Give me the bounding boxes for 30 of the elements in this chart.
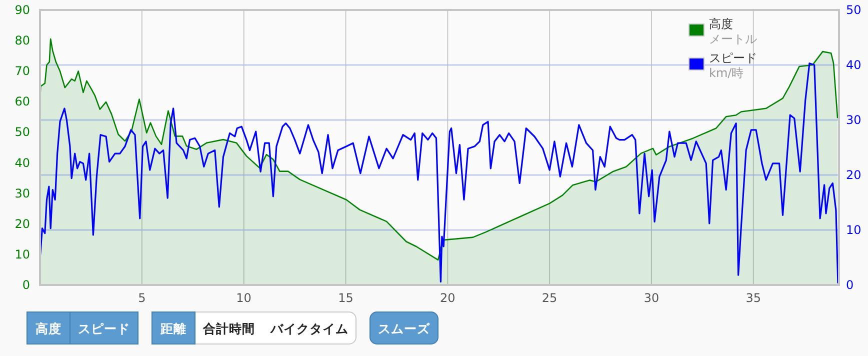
button-group: スムーズ [370,312,438,344]
y2-tick-label: 10 [846,223,862,237]
y2-tick-label: 30 [846,113,862,127]
annotation: メートル [709,32,757,46]
y-tick-label: 50 [14,125,30,140]
x-tick-label: 30 [644,291,660,305]
annotation: km/時 [709,66,744,80]
y-tick-label: 80 [14,34,30,48]
legend-label: スピード [709,51,757,65]
y-tick-label: 10 [14,247,30,262]
x-tick-label: 10 [236,291,252,305]
x-tick-label: 20 [440,291,456,305]
x-tick-label: 5 [138,291,146,305]
y2-tick-label: 40 [846,58,862,72]
x-tick-label: 15 [338,291,354,305]
button-group: 距離 合計時間 バイクタイム [152,312,356,344]
x-tick-label: 25 [542,291,558,305]
y-tick-label: 0 [22,278,30,292]
y-tick-label: 90 [14,3,30,17]
x-tick-label: 35 [746,291,762,305]
y-tick-label: 60 [14,94,30,109]
y-tick-label: 70 [14,64,30,78]
y2-tick-label: 50 [846,3,862,17]
y-tick-label: 30 [14,186,30,200]
y-tick-label: 20 [14,216,30,231]
legend-label: 高度 [709,17,733,31]
y-tick-label: 40 [14,156,30,170]
button-group: 高度 スピード [26,312,138,344]
y2-tick-label: 20 [846,168,862,182]
y2-tick-label: 0 [846,278,854,292]
